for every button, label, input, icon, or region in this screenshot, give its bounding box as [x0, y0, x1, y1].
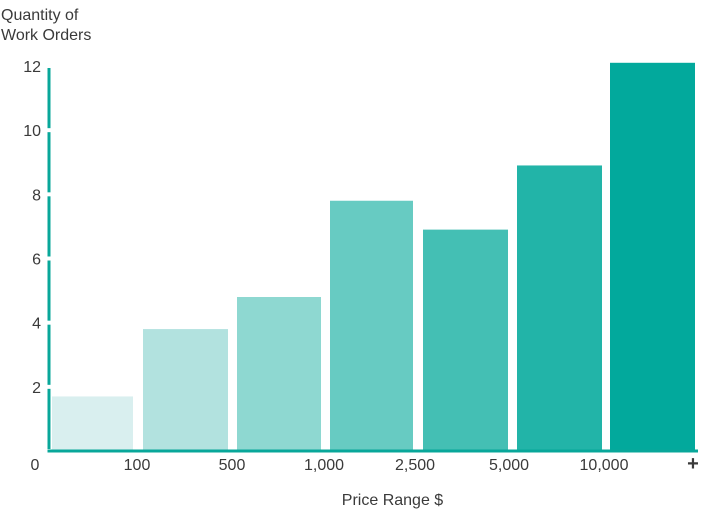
- bar-7: [610, 62, 695, 452]
- bar-4: [330, 200, 413, 451]
- x-tick-label: 1,000: [304, 457, 344, 474]
- bar-3: [237, 297, 321, 451]
- y-axis-title: Quantity of Work Orders: [1, 6, 121, 46]
- x-tick-label: 100: [124, 457, 151, 474]
- bar-1: [52, 396, 133, 451]
- y-tick-label: 2: [32, 380, 41, 397]
- y-tick-label: 10: [23, 123, 41, 140]
- x-tick-label: 0: [31, 457, 40, 474]
- x-tick-label: 500: [219, 457, 246, 474]
- bar-6: [517, 165, 602, 452]
- y-tick-label: 8: [32, 187, 41, 204]
- y-tick-label: 4: [32, 316, 41, 333]
- x-tick-label-plus: +: [687, 453, 699, 475]
- y-axis-title-line-1: Quantity of: [1, 7, 79, 24]
- x-tick-label: 2,500: [395, 457, 435, 474]
- x-axis-title: Price Range $: [341, 492, 444, 509]
- y-tick-label: 12: [23, 59, 41, 76]
- y-tick-label: 6: [32, 252, 41, 269]
- bar-2: [143, 329, 228, 451]
- x-tick-label: 5,000: [489, 457, 529, 474]
- x-tick-label: 10,000: [580, 457, 629, 474]
- bar-5: [423, 229, 508, 451]
- y-axis-title-line-2: Work Orders: [1, 27, 92, 44]
